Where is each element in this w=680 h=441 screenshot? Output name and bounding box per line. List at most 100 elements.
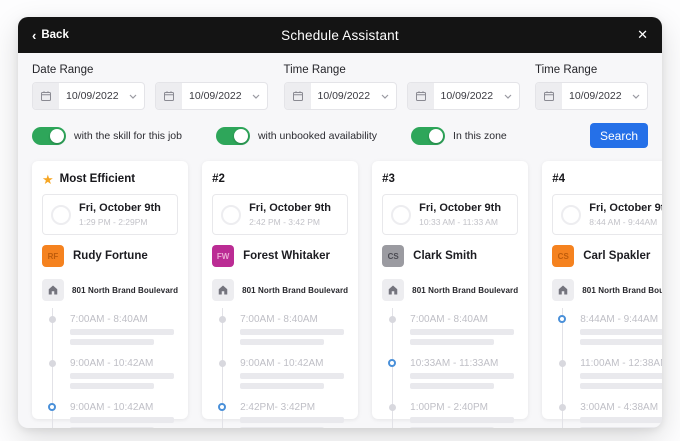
date-end-input[interactable]: 10/09/2022 [155, 82, 268, 110]
timeline: 7:00AM - 8:40AM 10:33AM - 11:33AM 1:00PM… [382, 308, 518, 428]
toggle-knob [233, 128, 248, 143]
address-row: 801 North Brand Boulevard [552, 279, 662, 301]
time-end-input[interactable]: 10/09/2022 [406, 82, 520, 110]
slot-time-label: 2:42PM- 3:42PM [240, 402, 316, 413]
placeholder-bar [410, 383, 495, 389]
timeline-slot[interactable]: 9:00AM - 10:42AM [42, 402, 178, 428]
timeline-slot[interactable]: 7:00AM - 8:40AM [382, 314, 518, 345]
date-start-input[interactable]: 10/09/2022 [32, 82, 145, 110]
search-button[interactable]: Search [590, 123, 648, 148]
back-button[interactable]: ‹ Back [32, 29, 69, 42]
home-icon [552, 279, 575, 301]
rank-row: ★ #2 [212, 172, 348, 186]
star-icon: ★ [42, 171, 54, 187]
slot-option[interactable]: Fri, October 9th 1:29 PM - 2:29PM [42, 194, 179, 235]
rank-label: #4 [552, 173, 566, 185]
placeholder-bar [410, 417, 514, 423]
timeline-slot[interactable]: 3:00AM - 4:38AM [552, 402, 662, 428]
timeline-slot[interactable]: 8:44AM - 9:44AM [552, 314, 662, 345]
timeline-slot[interactable]: 2:42PM- 3:42PM [212, 402, 348, 428]
calendar-icon [407, 83, 434, 109]
slot-option[interactable]: Fri, October 9th 2:42 PM - 3:42 PM [212, 194, 349, 235]
slot-time: 10:33 AM - 11:33 AM [419, 217, 498, 227]
timeline-slot[interactable]: 7:00AM - 8:40AM [212, 314, 348, 345]
timeline-slot[interactable]: 9:00AM - 10:42AM [42, 358, 178, 389]
toggle-skill-switch[interactable] [32, 126, 66, 145]
slot-option[interactable]: Fri, October 9th 10:33 AM - 11:33 AM [382, 194, 519, 235]
placeholder-bar [580, 339, 662, 345]
address-row: 801 North Brand Boulevard [42, 279, 178, 301]
toggle-label: with unbooked availability [257, 129, 378, 142]
placeholder-bar [410, 329, 514, 335]
chevron-down-icon [504, 94, 512, 99]
technician-name: Carl Spakler [583, 250, 651, 262]
toggle-availability-switch[interactable] [215, 126, 250, 145]
timeline-slot[interactable]: 1:00PM - 2:40PM [382, 402, 518, 428]
schedule-assistant-dialog: ‹ Back Schedule Assistant ✕ Date Range 1… [18, 17, 662, 428]
placeholder-bar [240, 329, 344, 335]
time-start-input[interactable]: 10/09/2022 [283, 82, 397, 110]
toggle-knob [429, 128, 444, 143]
slot-radio[interactable] [51, 204, 71, 225]
slot-radio[interactable] [221, 204, 242, 225]
placeholder-bar [410, 427, 495, 428]
slot-time-label: 7:00AM - 8:40AM [240, 314, 318, 325]
rank-row: ★ Most Efficient [42, 172, 178, 186]
date-value: 10/09/2022 [66, 90, 119, 102]
timeline-slot[interactable]: 11:00AM - 12:38AM [552, 358, 662, 389]
slot-time-label: 10:33AM - 11:33AM [410, 358, 499, 369]
filter-label: Date Range [32, 64, 94, 76]
slot-time: 8:44 AM - 9:44AM [589, 217, 658, 227]
slot-time-label: 8:44AM - 9:44AM [580, 314, 659, 325]
placeholder-bar [580, 329, 662, 335]
filter-group-time-range-1: Time Range 10/09/2022 [283, 64, 520, 110]
placeholder-bar [410, 373, 514, 379]
rank-label: #3 [382, 173, 395, 185]
slot-time-label: 11:00AM - 12:38AM [580, 358, 662, 369]
toggle-label: In this zone [453, 129, 507, 142]
address-label: 801 North Brand Boulevard [412, 285, 519, 295]
time-single-input[interactable]: 10/09/2022 [535, 82, 648, 110]
rank-label: #2 [212, 173, 225, 185]
date-value: 10/09/2022 [569, 90, 622, 102]
placeholder-bar [70, 427, 155, 428]
close-icon[interactable]: ✕ [637, 27, 648, 42]
slot-option[interactable]: Fri, October 9th 8:44 AM - 9:44AM [552, 194, 662, 235]
slot-radio[interactable] [561, 204, 582, 225]
results-grid: ★ Most Efficient Fri, October 9th 1:29 P… [32, 161, 662, 428]
filter-label: Time Range [283, 64, 346, 76]
result-card: ★ #4 Fri, October 9th 8:44 AM - 9:44AM C… [542, 161, 662, 428]
placeholder-bar [70, 373, 174, 379]
filter-section: Date Range 10/09/2022 [32, 64, 648, 110]
technician-name: Clark Smith [413, 250, 478, 262]
rank-row: ★ #3 [382, 172, 518, 186]
timeline-slot[interactable]: 9:00AM - 10:42AM [212, 358, 348, 389]
back-chevron-icon: ‹ [32, 27, 37, 43]
chevron-down-icon [252, 94, 260, 99]
placeholder-bar [240, 417, 344, 423]
calendar-icon [156, 83, 182, 109]
timeline-line [222, 308, 224, 428]
timeline-slot[interactable]: 7:00AM - 8:40AM [42, 314, 178, 345]
timeline-slot[interactable]: 10:33AM - 11:33AM [382, 358, 518, 389]
timeline: 7:00AM - 8:40AM 9:00AM - 10:42AM 2:42PM-… [212, 308, 348, 428]
toggle-availability: with unbooked availability [215, 126, 378, 145]
timeline-dot [388, 359, 397, 367]
filter-group-date-range: Date Range 10/09/2022 [32, 64, 268, 110]
technician-row: CS Carl Spakler [552, 245, 662, 267]
technician-row: RF Rudy Fortune [42, 245, 178, 267]
chevron-down-icon [632, 94, 640, 99]
date-value: 10/09/2022 [440, 90, 494, 102]
address-row: 801 North Brand Boulevard [382, 279, 518, 301]
toggle-row: with the skill for this job with unbooke… [32, 123, 648, 148]
slot-date: Fri, October 9th [249, 202, 331, 214]
toggle-zone: In this zone [411, 126, 507, 145]
toggle-label: with the skill for this job [74, 129, 182, 142]
avatar: FW [212, 245, 235, 267]
calendar-icon [284, 83, 311, 109]
slot-time: 1:29 PM - 2:29PM [79, 217, 148, 227]
slot-radio[interactable] [391, 204, 412, 225]
timeline-dot [219, 316, 227, 323]
avatar: RF [42, 245, 64, 267]
toggle-zone-switch[interactable] [411, 126, 446, 145]
